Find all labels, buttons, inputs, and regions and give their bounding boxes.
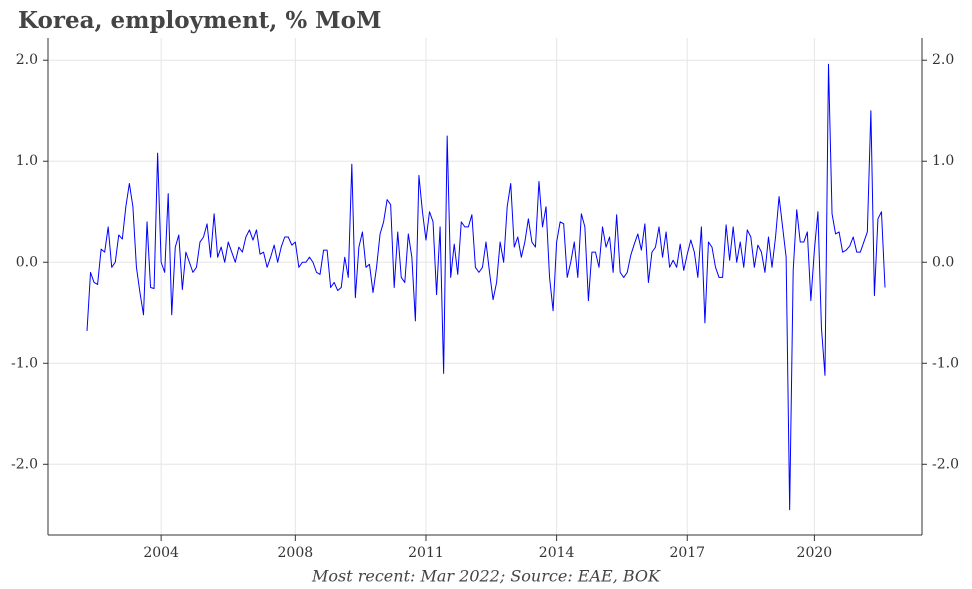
y-tick-label: 2.0 <box>16 52 38 68</box>
x-tick-label: 2020 <box>797 545 833 561</box>
data-line <box>86 63 886 511</box>
chart-title: Korea, employment, % MoM <box>18 7 381 34</box>
x-tick-label: 2004 <box>143 545 179 561</box>
caption: Most recent: Mar 2022; Source: EAE, BOK <box>311 567 661 586</box>
y2-tick-label: -1.0 <box>932 355 959 371</box>
y2-tick-label: -2.0 <box>932 456 959 472</box>
y2-tick-label: 1.0 <box>932 153 954 169</box>
x-tick-label: 2011 <box>408 545 444 561</box>
y2-tick-label: 0.0 <box>932 254 954 270</box>
y-tick-label: -1.0 <box>11 355 38 371</box>
x-tick-label: 2008 <box>278 545 314 561</box>
y-tick-label: -2.0 <box>11 456 38 472</box>
y2-tick-label: 2.0 <box>932 52 954 68</box>
y-tick-label: 1.0 <box>16 153 38 169</box>
x-tick-label: 2017 <box>669 545 705 561</box>
x-tick-label: 2014 <box>539 545 575 561</box>
y-tick-label: 0.0 <box>16 254 38 270</box>
